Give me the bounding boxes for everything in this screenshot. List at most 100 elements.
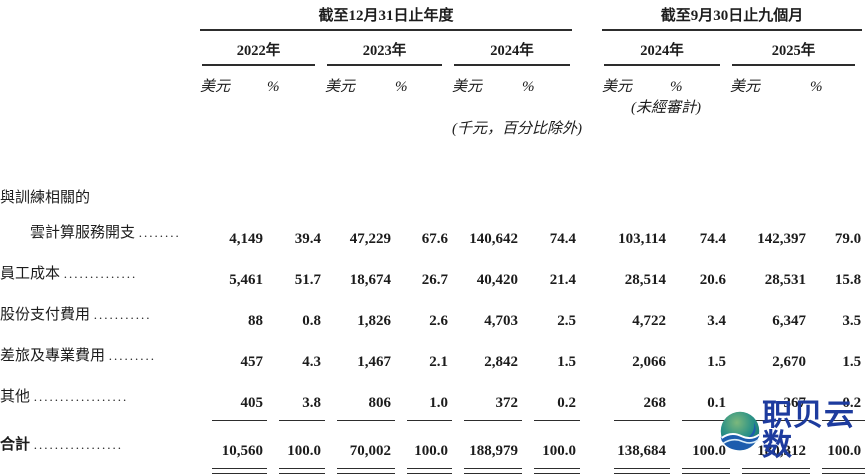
total-double-rule-row — [0, 460, 865, 474]
rule-line — [464, 420, 522, 421]
usd-value: 2,670 — [772, 354, 807, 370]
pct-value: 3.8 — [302, 395, 321, 411]
pct-value: 67.6 — [421, 231, 448, 247]
usd-header: 美元 — [325, 79, 356, 95]
year-label: 2022年 — [202, 39, 315, 66]
double-rule-line — [212, 468, 267, 474]
rule-line — [682, 420, 731, 421]
subtotal-rule-row — [0, 412, 865, 421]
empty-cell — [0, 460, 200, 474]
usd-value: 2,066 — [632, 354, 667, 370]
group-gap — [580, 330, 602, 371]
double-rule-line — [407, 468, 452, 474]
spacer-row — [0, 138, 865, 186]
pct-header: % — [522, 79, 535, 95]
usd-total: 10,560 — [221, 443, 263, 459]
unit-header-row: 美元 % 美元 % 美元 % 美元 % 美元 % — [0, 66, 865, 96]
pct-value: 2.1 — [429, 354, 448, 370]
usd-value: 372 — [495, 395, 519, 411]
usd-value: 268 — [643, 395, 667, 411]
row-label-cell: 差旅及專業費用 ......... — [0, 330, 200, 371]
usd-total: 70,002 — [349, 443, 391, 459]
watermark: 职贝云数 — [719, 401, 865, 461]
group-gap — [580, 207, 602, 248]
thousands-note: (千元，百分比除外) — [452, 121, 582, 137]
usd-value: 47,229 — [349, 231, 391, 247]
period-group-ninemonth: 截至9月30日止九個月 — [602, 4, 865, 31]
pct-value: 0.1 — [707, 395, 727, 411]
pct-header: % — [395, 79, 408, 95]
pct-total: 100.0 — [287, 443, 321, 459]
usd-value: 88 — [248, 313, 263, 329]
usd-value: 367 — [783, 395, 807, 411]
usd-header: 美元 — [200, 79, 231, 95]
period-group-annual-label: 截至12月31日止年度 — [200, 4, 573, 31]
double-rule-line — [534, 468, 581, 474]
empty-cell — [0, 4, 200, 31]
pct-total: 100.0 — [542, 443, 577, 459]
pct-value: 39.4 — [294, 231, 321, 247]
usd-value: 140,642 — [469, 231, 518, 247]
pct-total: 100.0 — [414, 443, 448, 459]
prospectus-table-page: 截至12月31日止年度 截至9月30日止九個月 2022年 2023年 2024… — [0, 4, 865, 474]
empty-cell — [0, 96, 602, 117]
row-label: 股份支付費用 — [0, 307, 91, 323]
pct-value: 0.2 — [557, 395, 577, 411]
row-label-cell: 員工成本 .............. — [0, 248, 200, 289]
year-label: 2024年 — [604, 39, 721, 66]
year-col-2025: 2025年 — [730, 31, 865, 66]
table-row: 員工成本 .............. 5,461 51.7 18,674 26… — [0, 248, 865, 289]
double-rule-line — [682, 468, 731, 474]
usd-value: 4,149 — [229, 231, 263, 247]
pct-value: 74.4 — [549, 231, 577, 247]
section-header-row: 與訓練相關的 — [0, 186, 865, 207]
usd-value: 4,703 — [484, 313, 518, 329]
rule-line — [822, 420, 865, 421]
usd-value: 5,461 — [229, 272, 263, 288]
usd-value: 40,420 — [476, 272, 518, 288]
double-rule-line — [742, 468, 811, 474]
dot-leader: ........... — [93, 307, 152, 322]
pct-value: 1.5 — [707, 354, 727, 370]
total-label-cell: 合計 ................. — [0, 421, 200, 460]
usd-header: 美元 — [452, 79, 483, 95]
dot-leader: .................. — [33, 389, 129, 404]
group-gap — [580, 460, 602, 474]
pct-header: % — [810, 79, 823, 95]
group-gap — [580, 248, 602, 289]
pct-value: 0.2 — [842, 395, 862, 411]
usd-value: 103,114 — [618, 231, 667, 247]
table-row: 差旅及專業費用 ......... 457 4.3 1,467 2.1 2,84… — [0, 330, 865, 371]
group-gap — [580, 412, 602, 421]
double-rule-line — [822, 468, 865, 474]
empty-cell — [0, 117, 452, 138]
row-label-cell: 股份支付費用 ........... — [0, 289, 200, 330]
year-label: 2023年 — [327, 39, 442, 66]
table-row: 其他 .................. 405 3.8 806 1.0 37… — [0, 371, 865, 412]
group-gap — [580, 289, 602, 330]
usd-value: 1,826 — [357, 313, 391, 329]
rule-line — [337, 420, 395, 421]
period-group-ninemonth-label: 截至9月30日止九個月 — [602, 4, 863, 31]
usd-value: 4,722 — [632, 313, 667, 329]
pct-value: 26.7 — [421, 272, 448, 288]
usd-header: 美元 — [730, 79, 761, 95]
year-label: 2025年 — [732, 39, 856, 66]
pct-value: 1.0 — [429, 395, 448, 411]
section-header: 與訓練相關的 — [0, 190, 91, 206]
row-label: 其他 — [0, 389, 31, 405]
empty-cell — [580, 117, 865, 138]
row-label-cell: 雲計算服務開支 ........ — [0, 207, 200, 248]
rule-line — [407, 420, 452, 421]
pct-value: 21.4 — [549, 272, 577, 288]
usd-total: 138,684 — [617, 443, 667, 459]
usd-value: 1,467 — [357, 354, 391, 370]
row-label-cell: 其他 .................. — [0, 371, 200, 412]
dot-leader: ................. — [33, 437, 124, 452]
group-gap — [580, 4, 602, 31]
usd-value: 2,842 — [484, 354, 518, 370]
empty-cell — [730, 96, 865, 117]
year-col-2024: 2024年 — [452, 31, 580, 66]
rule-line — [212, 420, 267, 421]
row-label: 差旅及專業費用 — [0, 348, 106, 364]
